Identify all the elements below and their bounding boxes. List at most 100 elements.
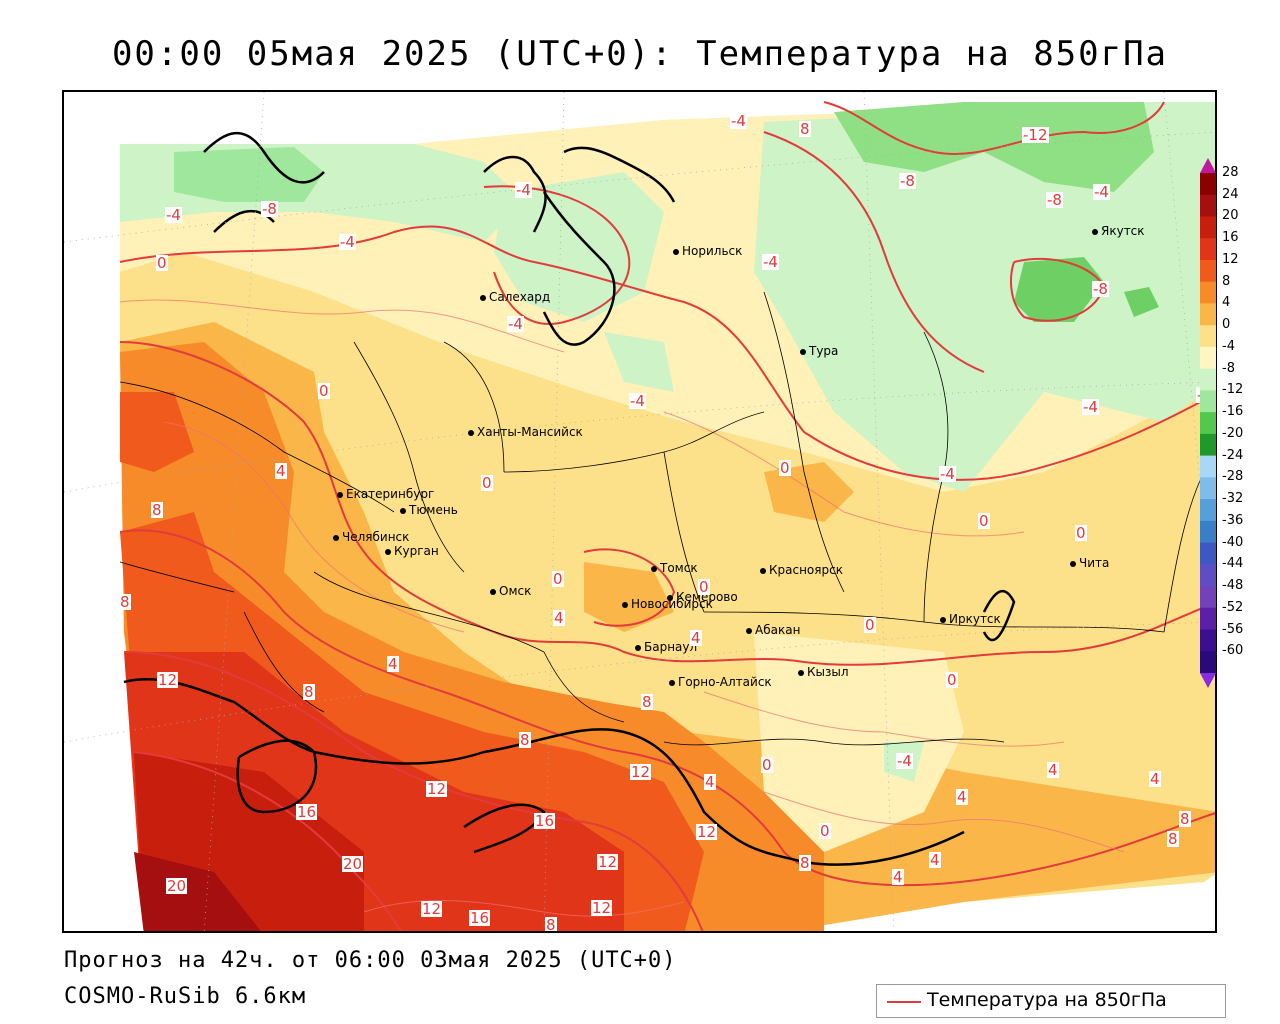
contour-label: 0 — [481, 474, 493, 492]
legend-label: Температура на 850гПа — [927, 989, 1167, 1011]
city-name: Норильск — [682, 244, 743, 258]
map-title: 00:00 05мая 2025 (UTC+0): Температура на… — [111, 34, 1169, 74]
contour-label: 4 — [275, 462, 287, 480]
contour-label: -4 — [629, 392, 646, 410]
contour-label: 0 — [819, 822, 831, 840]
city-name: Екатеринбург — [346, 487, 435, 501]
colorbar-swatch — [1200, 368, 1216, 391]
colorbar-tick-label: 16 — [1222, 230, 1239, 246]
city-name: Якутск — [1101, 224, 1145, 238]
colorbar-swatch — [1200, 651, 1216, 674]
model-name: COSMO-RuSib 6.6км — [64, 984, 307, 1009]
city-name: Томск — [660, 561, 698, 575]
colorbar-tick-label: -48 — [1222, 578, 1244, 594]
city-name: Красноярск — [769, 563, 843, 577]
contour-label: 0 — [978, 512, 990, 530]
city-marker: Кемерово — [667, 590, 738, 604]
colorbar-tick-label: -28 — [1222, 469, 1244, 485]
contour-label: 20 — [166, 877, 188, 895]
city-dot-icon — [635, 644, 641, 651]
colorbar-swatch — [1200, 259, 1216, 283]
contour-label: 4 — [956, 788, 968, 806]
contour-label: 8 — [119, 593, 131, 611]
contour-label: 12 — [591, 899, 613, 917]
city-name: Салехард — [489, 290, 551, 304]
contour-label: -8 — [1092, 280, 1109, 298]
contour-label: 12 — [421, 900, 443, 918]
city-dot-icon — [1070, 560, 1076, 567]
colorbar-tick-label: 24 — [1222, 186, 1239, 202]
city-dot-icon — [651, 565, 657, 572]
colorbar-tick-label: -4 — [1222, 338, 1235, 354]
contour-label: 0 — [698, 578, 710, 596]
city-dot-icon — [400, 507, 406, 514]
city-marker: Томск — [651, 561, 698, 575]
colorbar-tick-label: -56 — [1222, 621, 1244, 637]
colorbar-max-arrow — [1200, 158, 1216, 173]
city-marker: Челябинск — [333, 530, 409, 544]
legend: Температура на 850гПа — [876, 984, 1226, 1018]
city-dot-icon — [669, 679, 675, 686]
city-name: Курган — [394, 544, 439, 558]
contour-label: 8 — [303, 683, 315, 701]
contour-label: -4 — [515, 181, 532, 199]
colorbar-tick-label: -36 — [1222, 512, 1244, 528]
legend-line-swatch — [887, 1001, 921, 1003]
city-dot-icon — [490, 588, 496, 595]
city-dot-icon — [746, 627, 752, 634]
city-name: Челябинск — [342, 530, 410, 544]
city-marker: Барнаул — [635, 640, 697, 654]
contour-label: -4 — [1093, 183, 1110, 201]
colorbar-swatch — [1200, 586, 1216, 609]
colorbar-swatch — [1200, 499, 1216, 522]
city-marker: Курган — [385, 544, 439, 558]
city-marker: Кызыл — [798, 665, 849, 679]
city-marker: Горно-Алтайск — [669, 675, 772, 689]
city-marker: Ханты-Мансийск — [468, 425, 583, 439]
city-name: Ханты-Мансийск — [477, 425, 583, 439]
contour-label: 0 — [156, 254, 168, 272]
contour-label: 0 — [552, 570, 564, 588]
colorbar-tick-label: -44 — [1222, 556, 1244, 572]
temperature-map[interactable]: Норильск Якутск Салехард Тура Ханты-Мансийск… — [62, 90, 1217, 933]
contour-label: 8 — [1167, 830, 1179, 848]
contour-label: 0 — [864, 616, 876, 634]
colorbar-swatch — [1200, 346, 1216, 370]
colorbar-swatch — [1200, 238, 1216, 261]
colorbar-swatch — [1200, 607, 1216, 631]
colorbar-min-arrow — [1200, 673, 1216, 688]
colorbar-swatch — [1200, 390, 1216, 413]
city-marker: Иркутск — [940, 612, 1001, 626]
colorbar-tick-label: -40 — [1222, 534, 1244, 550]
city-marker: Омск — [490, 584, 531, 598]
contour-label: 8 — [519, 731, 531, 749]
colorbar-tick-label: -20 — [1222, 425, 1244, 441]
coastline — [123, 132, 1016, 866]
contour-label: 4 — [553, 609, 565, 627]
city-dot-icon — [1092, 228, 1098, 235]
contour-label: -4 — [762, 253, 779, 271]
colorbar-swatch — [1200, 542, 1216, 565]
city-dot-icon — [800, 348, 806, 355]
contour-label: -4 — [939, 465, 956, 483]
city-marker: Екатеринбург — [337, 487, 434, 501]
colorbar — [1200, 158, 1216, 688]
contour-label: 0 — [1075, 524, 1087, 542]
city-dot-icon — [622, 601, 628, 608]
colorbar-tick-label: -8 — [1222, 360, 1235, 376]
contour-label: 8 — [799, 854, 811, 872]
contour-label: 20 — [342, 855, 364, 873]
isotherm-lines — [119, 101, 1215, 931]
cold-core — [834, 102, 1154, 192]
contour-label: 12 — [426, 780, 448, 798]
contour-label: -8 — [1046, 191, 1063, 209]
contour-label: 0 — [318, 382, 330, 400]
contour-label: -12 — [1022, 126, 1049, 144]
contour-label: 8 — [641, 693, 653, 711]
colorbar-swatch — [1200, 477, 1216, 500]
colorbar-tick-label: 4 — [1222, 295, 1231, 311]
colorbar-tick-label: 20 — [1222, 208, 1239, 224]
contour-label: 0 — [761, 756, 773, 774]
city-dot-icon — [760, 567, 766, 574]
contour-label: -8 — [261, 200, 278, 218]
